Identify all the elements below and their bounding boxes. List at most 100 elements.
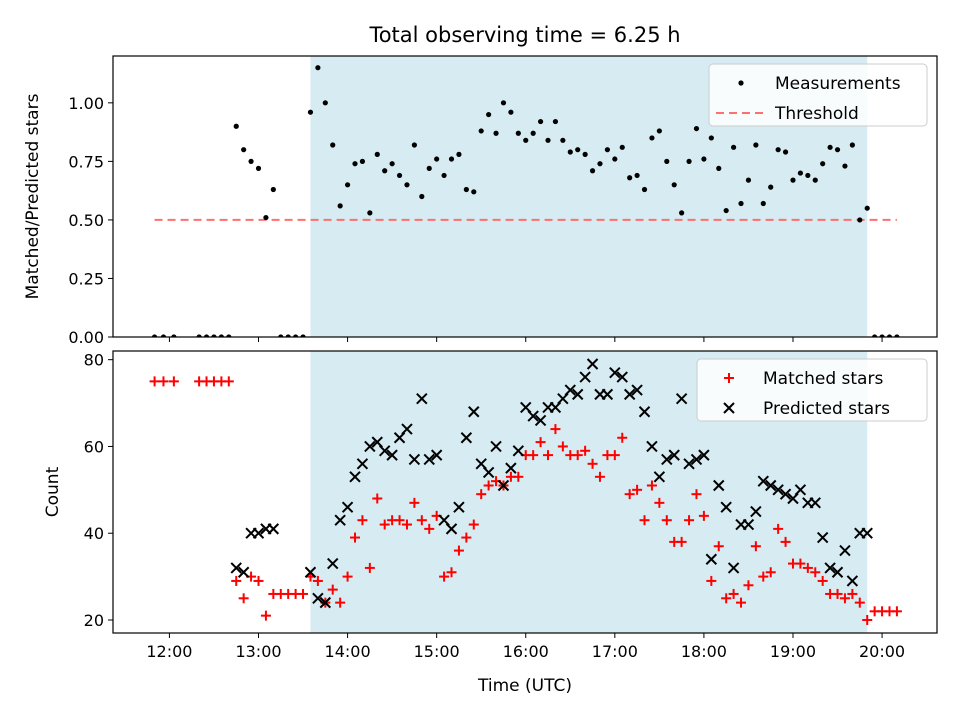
predicted-star-point (727, 562, 740, 574)
predicted-star-point-b (371, 436, 383, 448)
predicted-star-point (861, 527, 873, 539)
predicted-star-point-b (319, 596, 332, 609)
measurement-point (730, 144, 737, 150)
measurement-point (241, 147, 247, 153)
y-axis-label: Matched/Predicted stars (23, 93, 43, 299)
measurement-point (293, 334, 299, 337)
measurement-point (589, 168, 596, 174)
matched-star-point (424, 523, 435, 534)
measurement-point (790, 177, 796, 183)
predicted-star-point (750, 505, 762, 518)
predicted-star-point (661, 453, 673, 466)
predicted-star-point-b (772, 484, 784, 496)
matched-star-point (698, 510, 709, 521)
measurement-point (404, 182, 410, 188)
predicted-star-point (809, 497, 821, 509)
x-axis-label: Time (UTC) (477, 676, 572, 696)
predicted-star-point-b (267, 523, 280, 535)
predicted-star-point-b (698, 449, 710, 461)
measurement-point (768, 184, 774, 190)
predicted-star-point (497, 479, 510, 492)
measurement-point (486, 111, 492, 118)
matched-star-point (728, 588, 739, 599)
predicted-star-point-b (475, 458, 487, 470)
predicted-star-point-b (616, 371, 628, 383)
matched-star-point (550, 424, 561, 435)
matched-star-point (223, 376, 234, 387)
predicted-star-point-b (794, 484, 807, 496)
matched-star-point (483, 480, 494, 491)
matched-star-point (802, 562, 813, 573)
predicted-star-point-b (490, 440, 502, 453)
predicted-star-point (230, 562, 242, 574)
predicted-star-point-b (571, 388, 584, 401)
y-tick-label: 0.50 (68, 211, 104, 230)
matched-star-point (750, 541, 761, 552)
matched-star-point (357, 515, 368, 526)
measurement-point (782, 149, 789, 155)
measurement-point (434, 156, 440, 162)
predicted-star-point-b (445, 523, 458, 535)
predicted-star-point-b (430, 449, 443, 461)
predicted-star-point-b (727, 562, 740, 574)
predicted-star-point (705, 553, 718, 565)
measurement-point (560, 137, 566, 143)
matched-star-point (639, 515, 650, 526)
predicted-star-point-b (623, 388, 636, 401)
predicted-star-point-b (468, 406, 480, 418)
matched-star-point (149, 376, 160, 387)
predicted-star-point-b (401, 423, 413, 435)
predicted-star-point-b (497, 479, 510, 492)
measurement-point (760, 200, 766, 207)
predicted-star-point (571, 388, 584, 401)
axes-frame (112, 350, 938, 634)
predicted-star-point (616, 371, 628, 383)
predicted-star-point-b (356, 458, 369, 470)
matched-star-point (713, 541, 724, 552)
measurement-point (679, 210, 685, 216)
measurement-point (552, 118, 559, 125)
predicted-star-point (609, 366, 621, 379)
predicted-star-point-b (564, 384, 576, 396)
predicted-star-point (564, 384, 576, 396)
predicted-star-point-b (861, 527, 873, 539)
predicted-star-point (794, 484, 807, 496)
measurement-point (263, 214, 269, 221)
predicted-star-point (468, 406, 480, 418)
predicted-star-point (623, 388, 636, 401)
predicted-star-point (416, 393, 428, 405)
measurement-point (582, 151, 588, 157)
measurement-point (649, 135, 655, 141)
matched-star-point (557, 441, 568, 452)
matched-star-point (587, 458, 598, 469)
matched-star-point (847, 588, 858, 599)
matched-star-point (372, 493, 383, 504)
predicted-star-point (757, 475, 769, 487)
matched-star-point (461, 532, 472, 543)
predicted-star-point-b (720, 501, 732, 513)
bottom-panel-counts: 20 40 60 80 12:00 13:00 14:00 15:00 16:00 17:00 18… (43, 350, 938, 696)
predicted-star-point-b (653, 471, 666, 483)
data-layer (151, 65, 900, 337)
predicted-star-point (505, 462, 517, 474)
legend-marker-measurement (738, 80, 744, 86)
matched-star-point (476, 489, 487, 500)
predicted-star-point-b (757, 475, 769, 487)
measurement-point (352, 161, 358, 167)
predicted-star-point (512, 445, 525, 457)
measurement-point (389, 161, 395, 167)
predicted-star-point (386, 449, 398, 461)
y-tick-label: 60 (84, 437, 104, 456)
predicted-star-point (653, 471, 666, 483)
predicted-star-point (327, 557, 339, 570)
y-tick-label: 40 (84, 524, 104, 543)
measurement-point (545, 137, 551, 143)
matched-star-point (572, 450, 583, 461)
predicted-star-point (319, 596, 332, 609)
measurement-point (315, 65, 321, 71)
predicted-star-point (824, 562, 836, 574)
measurement-point (226, 334, 232, 337)
measurement-point (196, 334, 202, 337)
measurement-point (716, 165, 722, 171)
predicted-star-point-b (230, 562, 242, 574)
